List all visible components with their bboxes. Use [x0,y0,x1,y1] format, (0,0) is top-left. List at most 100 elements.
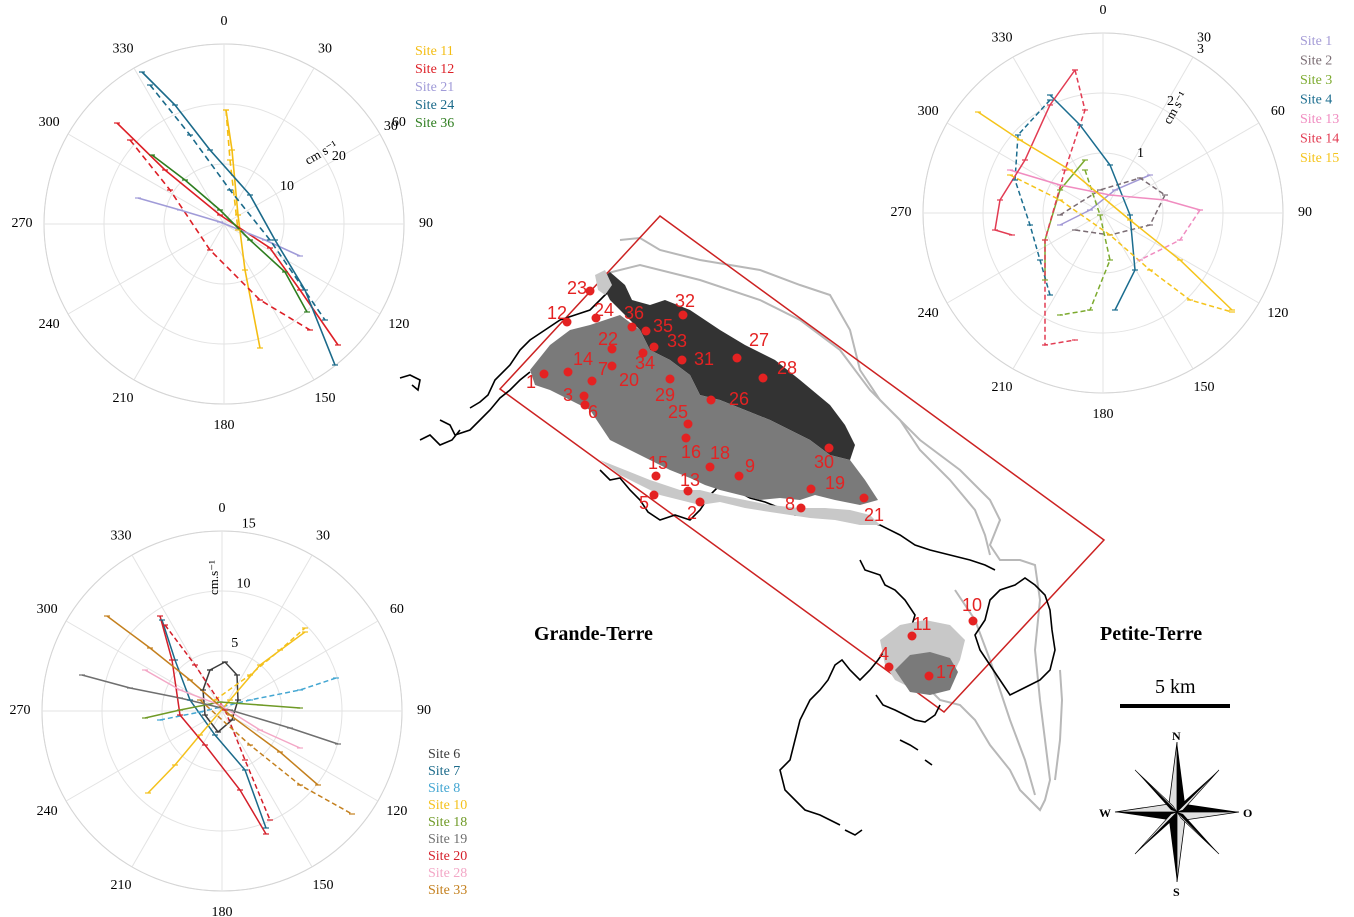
compass-s: S [1173,885,1180,899]
polar-ring-label: 2 [1167,94,1174,109]
site-marker-29 [665,374,675,384]
polar-angle-label: 270 [12,216,33,231]
site-marker-33 [649,342,659,352]
site-marker-30 [824,443,834,453]
site-marker-25 [683,419,693,429]
site-label-12: 12 [547,303,567,323]
polar-angle-label: 90 [419,216,433,231]
site-marker-36 [627,322,637,332]
track-site-15b [1009,174,1233,313]
site-marker-15 [651,471,661,481]
polar-angle-label: 330 [113,41,134,56]
polar-angle-label: 300 [918,104,939,119]
site-marker-11 [907,631,917,641]
polar-tracks-top-right [975,69,1235,346]
label-grande-terre: Grande-Terre [534,623,653,645]
legend-entry: Site 24 [415,98,454,113]
legend-entry: Site 2 [1300,54,1332,69]
polar-angle-label: 150 [313,878,334,893]
polar-spoke [67,223,225,315]
polar-plot-top-left: 0306090120150180210240270300330102030cm … [12,14,455,433]
legend-entry: Site 7 [428,764,460,779]
site-label-34: 34 [635,353,655,373]
polar-spoke [221,710,379,802]
site-label-21: 21 [864,505,884,525]
site-label-10: 10 [962,595,982,615]
polar-angle-label: 180 [1093,407,1114,422]
site-marker-18 [705,462,715,472]
polar-angle-label: 120 [1267,306,1288,321]
polar-angle-label: 120 [388,317,409,332]
compass-e: O [1243,806,1252,820]
polar-angle-label: 180 [212,905,233,917]
site-label-4: 4 [879,644,889,664]
site-marker-13 [683,486,693,496]
site-label-26: 26 [729,389,749,409]
polar-ring-label: 20 [332,149,346,164]
legend-entry: Site 3 [1300,73,1332,88]
polar-spoke [1102,122,1260,214]
compass-rose-icon: N S W O [1099,729,1252,899]
legend-entry: Site 15 [1300,151,1339,166]
legend-entry: Site 13 [1300,112,1339,127]
polar-spoke [133,67,225,225]
polar-angle-label: 150 [1194,380,1215,395]
compass-w: W [1099,806,1111,820]
site-marker-9 [734,471,744,481]
site-marker-14 [563,367,573,377]
site-label-20: 20 [619,370,639,390]
polar-angle-label: 0 [221,14,228,29]
polar-angle-label: 330 [111,528,132,543]
polar-spoke [946,122,1104,214]
site-label-31: 31 [694,349,714,369]
legend-entry: Site 28 [428,866,467,881]
site-marker-10 [968,616,978,626]
site-label-2: 2 [687,503,697,523]
site-label-11: 11 [913,614,932,634]
site-marker-7 [587,376,597,386]
polar-angle-label: 120 [386,804,407,819]
site-label-24: 24 [594,300,614,320]
site-marker-21 [859,493,869,503]
polar-angle-label: 30 [1197,30,1211,45]
site-label-7: 7 [598,359,608,379]
site-label-29: 29 [655,385,675,405]
legend-entry: Site 1 [1300,34,1332,49]
polar-spoke [1012,56,1104,214]
polar-spoke [223,223,315,381]
site-marker-3 [579,391,589,401]
site-marker-16 [681,433,691,443]
track-site-36 [151,154,308,313]
polar-angle-label: 90 [1298,205,1312,220]
site-marker-19 [806,484,816,494]
site-marker-35 [641,326,651,336]
site-label-25: 25 [668,402,688,422]
site-label-16: 16 [681,442,701,462]
site-label-14: 14 [573,349,593,369]
legend-entry: Site 21 [415,80,454,95]
site-marker-28 [758,373,768,383]
polar-legend: Site 6 Site 7 Site 8 Site 10 Site 18 Site 19 S… [428,747,467,898]
polar-angle-label: 240 [918,306,939,321]
scale-bar-label: 5 km [1155,676,1196,698]
legend-entry: Site 36 [415,116,454,131]
legend-entry: Site 20 [428,849,467,864]
legend-entry: Site 10 [428,798,467,813]
site-label-28: 28 [777,358,797,378]
legend-entry: Site 14 [1300,132,1339,147]
site-markers: 1234567891011121314151617181920212223242… [526,278,982,682]
track-site-15 [977,111,1233,311]
site-label-1: 1 [526,372,536,392]
legend-entry: Site 12 [415,62,454,77]
map-panel: 1234567891011121314151617181920212223242… [399,215,1252,899]
polar-angle-label: 90 [417,703,431,718]
legend-entry: Site 11 [415,44,454,59]
site-label-8: 8 [785,494,795,514]
legend-entry: Site 6 [428,747,460,762]
polar-spoke [221,710,313,868]
polar-ring-label: 5 [231,636,238,651]
polar-plot-bottom-left: 0 30 60 90 120 150 180 210 240 270 300 330 5 10 15 cm.s… [10,501,468,917]
track-site-33b [199,699,353,815]
polar-spoke [131,554,223,712]
